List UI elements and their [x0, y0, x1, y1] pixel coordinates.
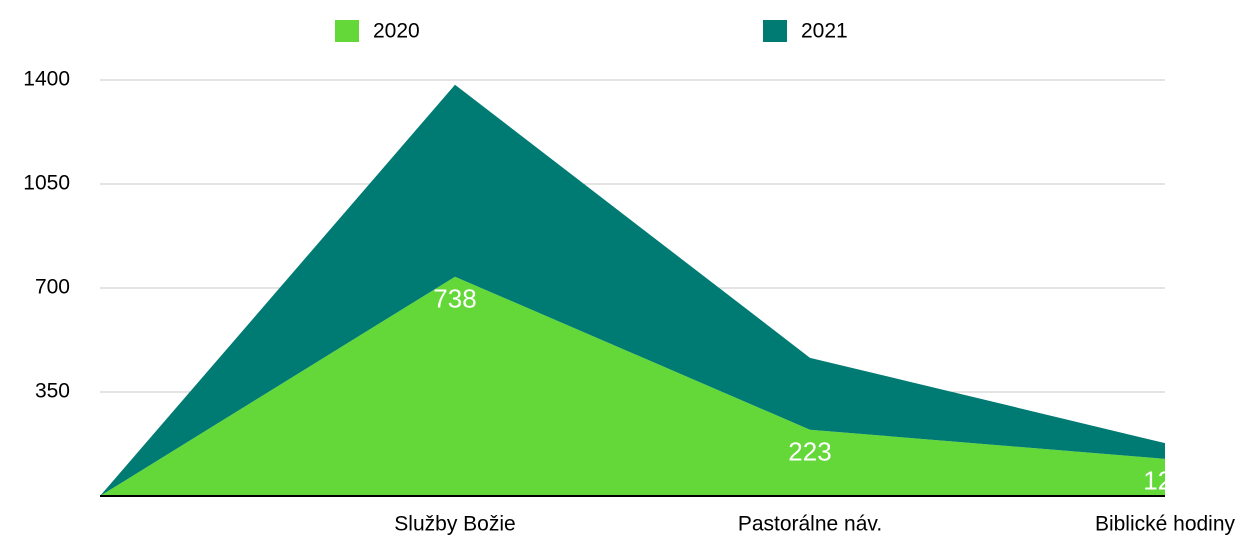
y-tick-label: 1400	[23, 68, 70, 91]
x-tick-label: Služby Božie	[394, 513, 515, 536]
legend-label: 2021	[801, 20, 848, 43]
area	[100, 276, 1165, 496]
y-tick-label: 350	[35, 380, 70, 403]
y-tick-label: 700	[35, 276, 70, 299]
area	[100, 84, 1165, 497]
legend-label: 2020	[373, 20, 420, 43]
data-label: 125	[1143, 466, 1186, 496]
x-tick-label: Pastorálne náv.	[738, 513, 882, 536]
legend-swatch	[763, 20, 787, 42]
data-label: 738	[433, 284, 476, 314]
data-label: 223	[788, 437, 831, 467]
x-tick-label: Biblické hodiny	[1095, 513, 1236, 536]
y-tick-label: 1050	[23, 172, 70, 195]
legend-swatch	[335, 20, 359, 42]
